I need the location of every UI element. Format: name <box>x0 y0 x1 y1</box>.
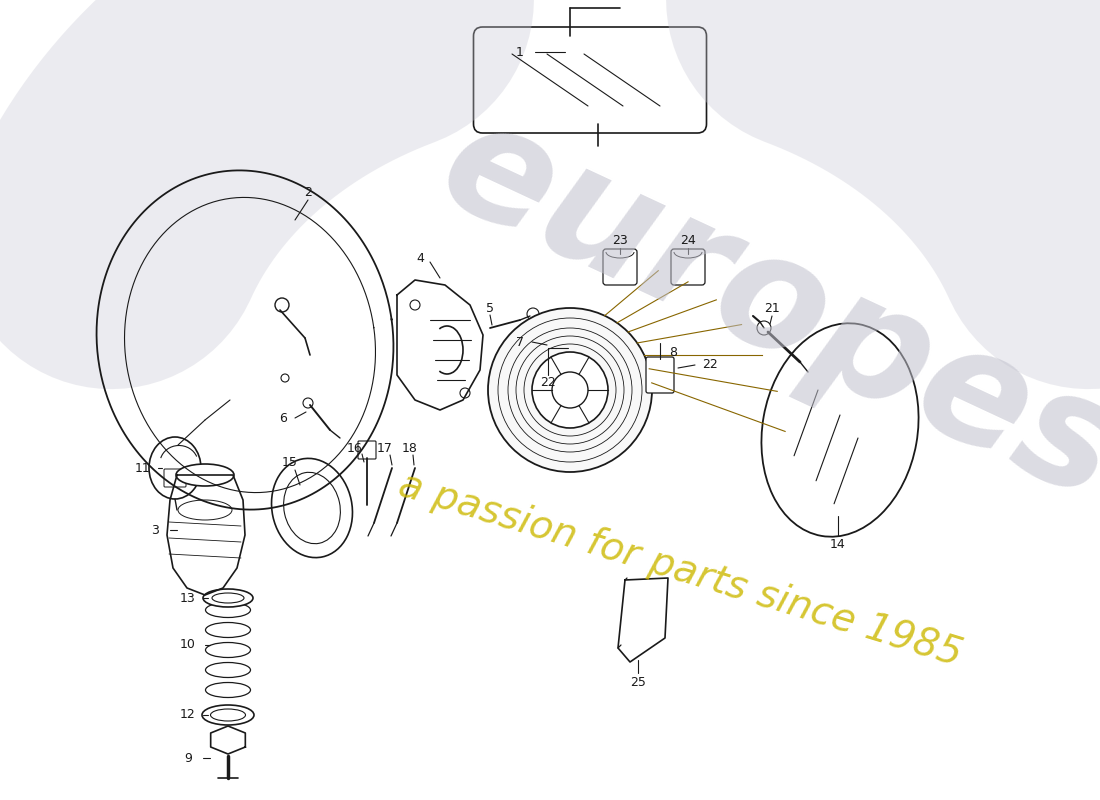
Text: 7: 7 <box>516 335 524 349</box>
Ellipse shape <box>202 705 254 725</box>
Text: europes: europes <box>417 86 1100 534</box>
Circle shape <box>280 374 289 382</box>
Ellipse shape <box>206 662 251 678</box>
Text: 10: 10 <box>180 638 196 651</box>
Text: 14: 14 <box>830 538 846 551</box>
Ellipse shape <box>206 622 251 638</box>
Text: 23: 23 <box>612 234 628 246</box>
Text: 6: 6 <box>279 411 287 425</box>
Ellipse shape <box>148 437 201 499</box>
FancyBboxPatch shape <box>473 27 706 133</box>
Text: 8: 8 <box>669 346 676 358</box>
FancyBboxPatch shape <box>358 441 376 459</box>
Text: 9: 9 <box>184 751 191 765</box>
Ellipse shape <box>212 593 244 603</box>
Ellipse shape <box>210 709 245 721</box>
Circle shape <box>488 308 652 472</box>
Text: 21: 21 <box>764 302 780 314</box>
Text: 18: 18 <box>403 442 418 454</box>
FancyBboxPatch shape <box>603 249 637 285</box>
Circle shape <box>552 372 589 408</box>
Circle shape <box>527 308 539 320</box>
Text: 17: 17 <box>377 442 393 454</box>
Text: 5: 5 <box>486 302 494 314</box>
Circle shape <box>275 298 289 312</box>
Text: 24: 24 <box>680 234 696 246</box>
Ellipse shape <box>272 458 352 558</box>
Ellipse shape <box>284 472 340 544</box>
Ellipse shape <box>176 464 234 486</box>
Text: 25: 25 <box>630 675 646 689</box>
Circle shape <box>757 321 771 335</box>
Text: 16: 16 <box>348 442 363 454</box>
Text: 11: 11 <box>135 462 151 474</box>
Text: 3: 3 <box>151 523 158 537</box>
Ellipse shape <box>204 589 253 607</box>
Text: 22: 22 <box>702 358 718 371</box>
Text: 2: 2 <box>304 186 312 198</box>
Circle shape <box>460 388 470 398</box>
Circle shape <box>302 398 313 408</box>
Ellipse shape <box>761 323 918 537</box>
FancyBboxPatch shape <box>671 249 705 285</box>
Ellipse shape <box>206 642 251 658</box>
Text: 12: 12 <box>180 709 196 722</box>
Circle shape <box>532 352 608 428</box>
Text: 13: 13 <box>180 591 196 605</box>
Circle shape <box>410 300 420 310</box>
FancyBboxPatch shape <box>164 469 186 487</box>
Text: a passion for parts since 1985: a passion for parts since 1985 <box>394 466 966 674</box>
Text: 15: 15 <box>282 455 298 469</box>
Ellipse shape <box>206 682 251 698</box>
Text: 22: 22 <box>540 377 556 390</box>
Text: 1: 1 <box>516 46 524 58</box>
Ellipse shape <box>206 602 251 618</box>
Text: 4: 4 <box>416 251 424 265</box>
FancyBboxPatch shape <box>646 357 674 393</box>
